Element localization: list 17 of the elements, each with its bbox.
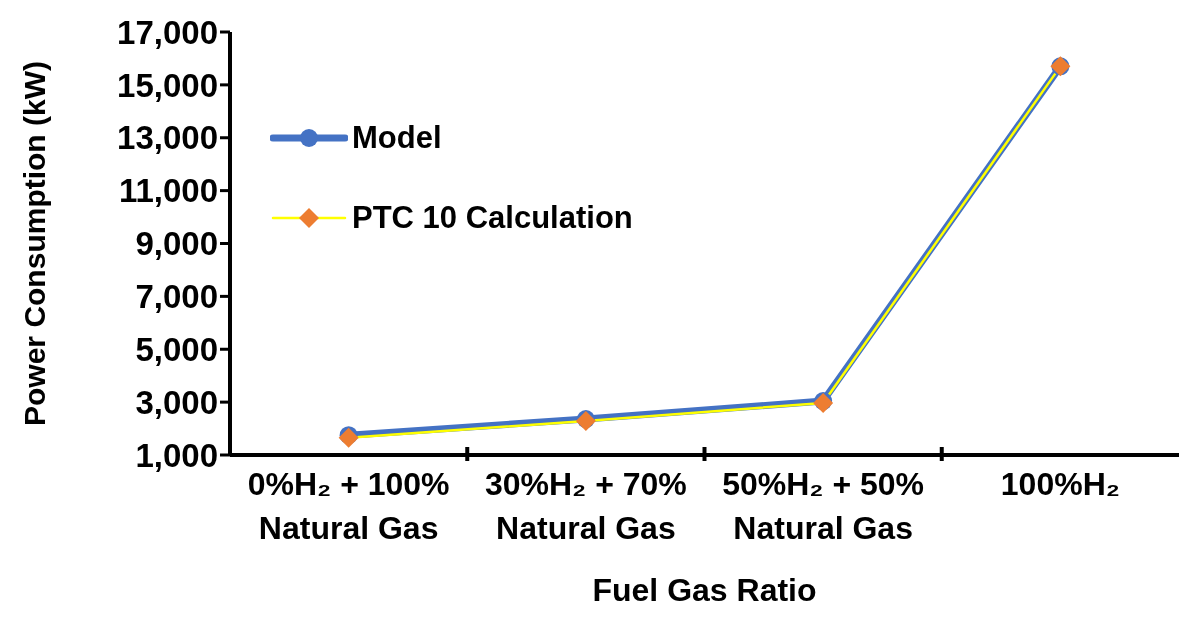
y-tick-label: 7,000 xyxy=(135,278,218,316)
x-tick-label: 0%H₂ + 100% Natural Gas xyxy=(247,466,450,546)
x-tick-label: 30%H₂ + 70% Natural Gas xyxy=(484,466,687,546)
legend-label: Model xyxy=(352,120,442,156)
y-tick-label: 11,000 xyxy=(118,172,218,210)
y-tick-label: 17,000 xyxy=(117,13,218,51)
legend-label: PTC 10 Calculation xyxy=(352,200,633,236)
x-tick-label: 50%H₂ + 50% Natural Gas xyxy=(722,466,925,546)
x-tick-label: 100%H₂ xyxy=(1000,466,1120,502)
y-tick-label: 15,000 xyxy=(117,66,218,104)
y-tick-label: 13,000 xyxy=(117,119,218,157)
y-tick-label: 5,000 xyxy=(135,330,218,368)
y-axis-title: Power Consumption (kW) xyxy=(17,61,51,426)
y-tick-label: 3,000 xyxy=(135,383,218,421)
y-tick-label: 9,000 xyxy=(135,225,218,263)
x-axis-title: Fuel Gas Ratio xyxy=(592,572,817,608)
y-tick-label: 1,000 xyxy=(135,436,218,474)
